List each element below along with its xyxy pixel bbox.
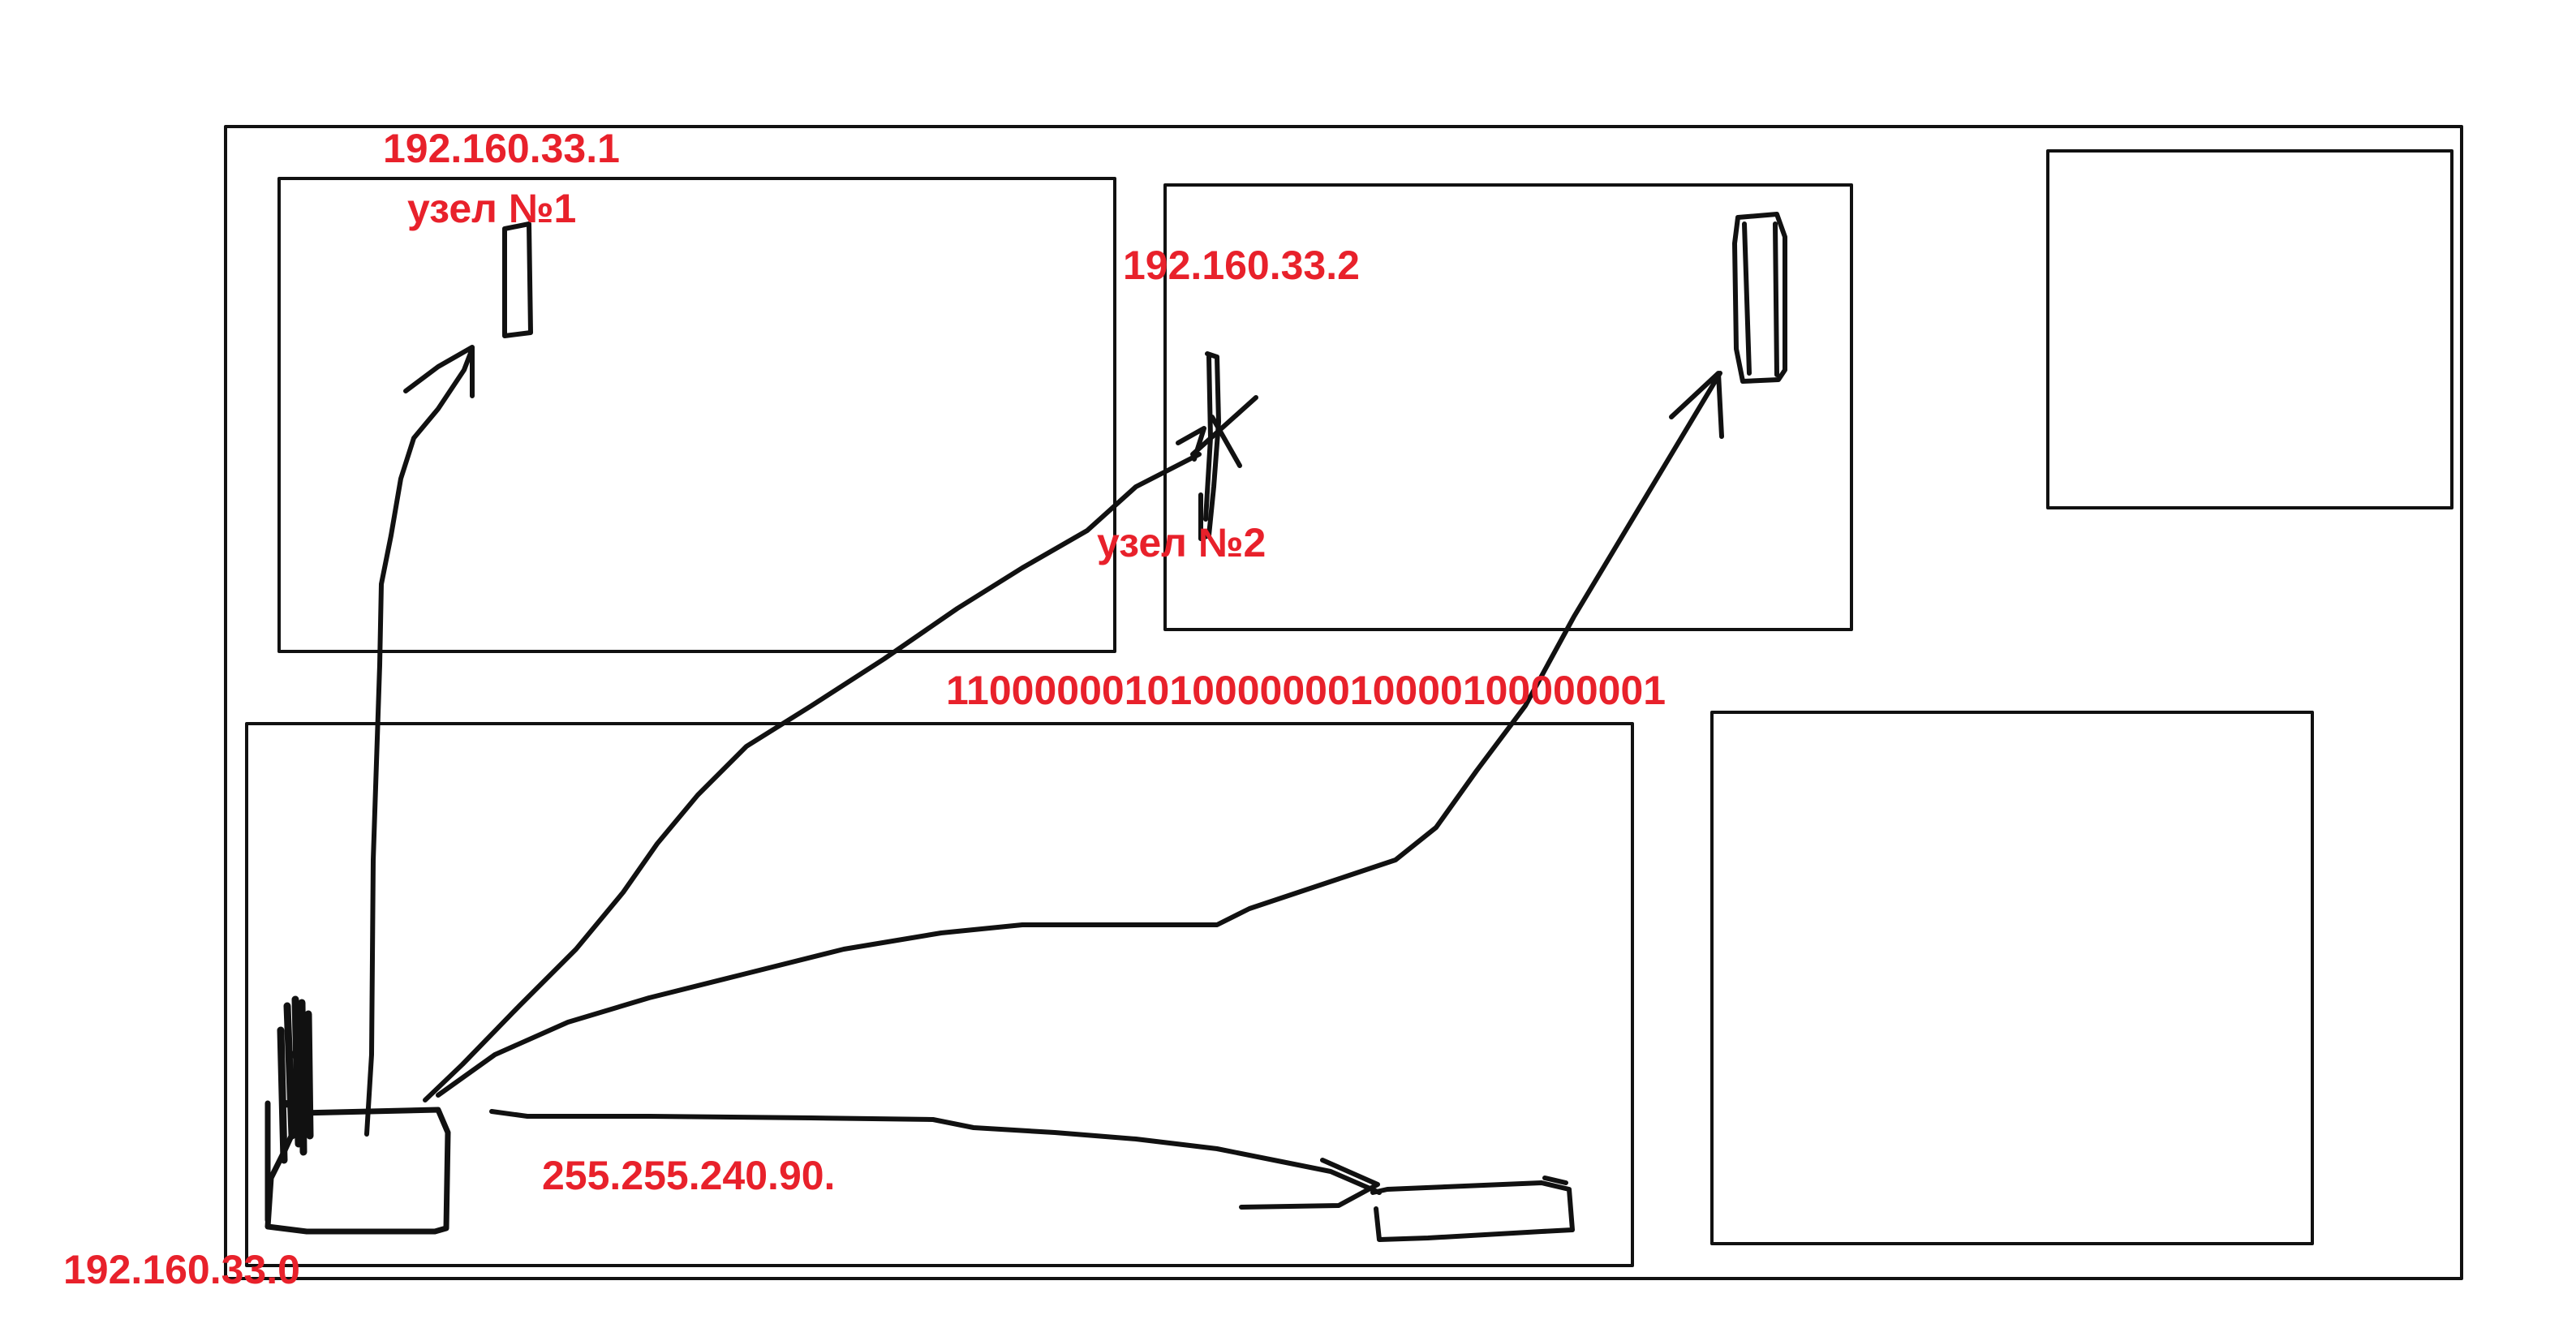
arrow-to-node2 — [423, 426, 1206, 1102]
arrow-to-bottom-device — [489, 1109, 1382, 1210]
node2-name-label: узел №2 — [1097, 520, 1266, 565]
arrow-to-room2-device — [436, 371, 1724, 1098]
room-bottom-left — [245, 722, 1634, 1267]
subnet-mask-label: 255.255.240.90. — [542, 1153, 836, 1198]
arrow-to-node1 — [364, 345, 475, 1137]
room-top-middle — [1163, 183, 1853, 631]
room-top-left — [277, 177, 1116, 653]
room-top-right — [2046, 149, 2453, 509]
bottom-device — [1370, 1180, 1575, 1242]
node2-ip-label: 192.160.33.2 — [1123, 243, 1360, 288]
room2-device — [1732, 212, 1787, 384]
room-bottom-right — [1710, 711, 2314, 1245]
outer-frame — [224, 125, 2463, 1280]
binary-address-label: 11000000101000000010000100000001 — [946, 668, 1666, 713]
bottom-device-edge — [1542, 1176, 1568, 1185]
router-antenna — [277, 995, 314, 1164]
node1-device — [502, 221, 533, 338]
node1-name-label: узел №1 — [407, 186, 577, 231]
network-address-label: 192.160.33.0 — [63, 1247, 300, 1292]
node1-ip-label: 192.160.33.1 — [383, 126, 620, 171]
node2-device — [1190, 351, 1258, 541]
router-body — [264, 1100, 451, 1235]
